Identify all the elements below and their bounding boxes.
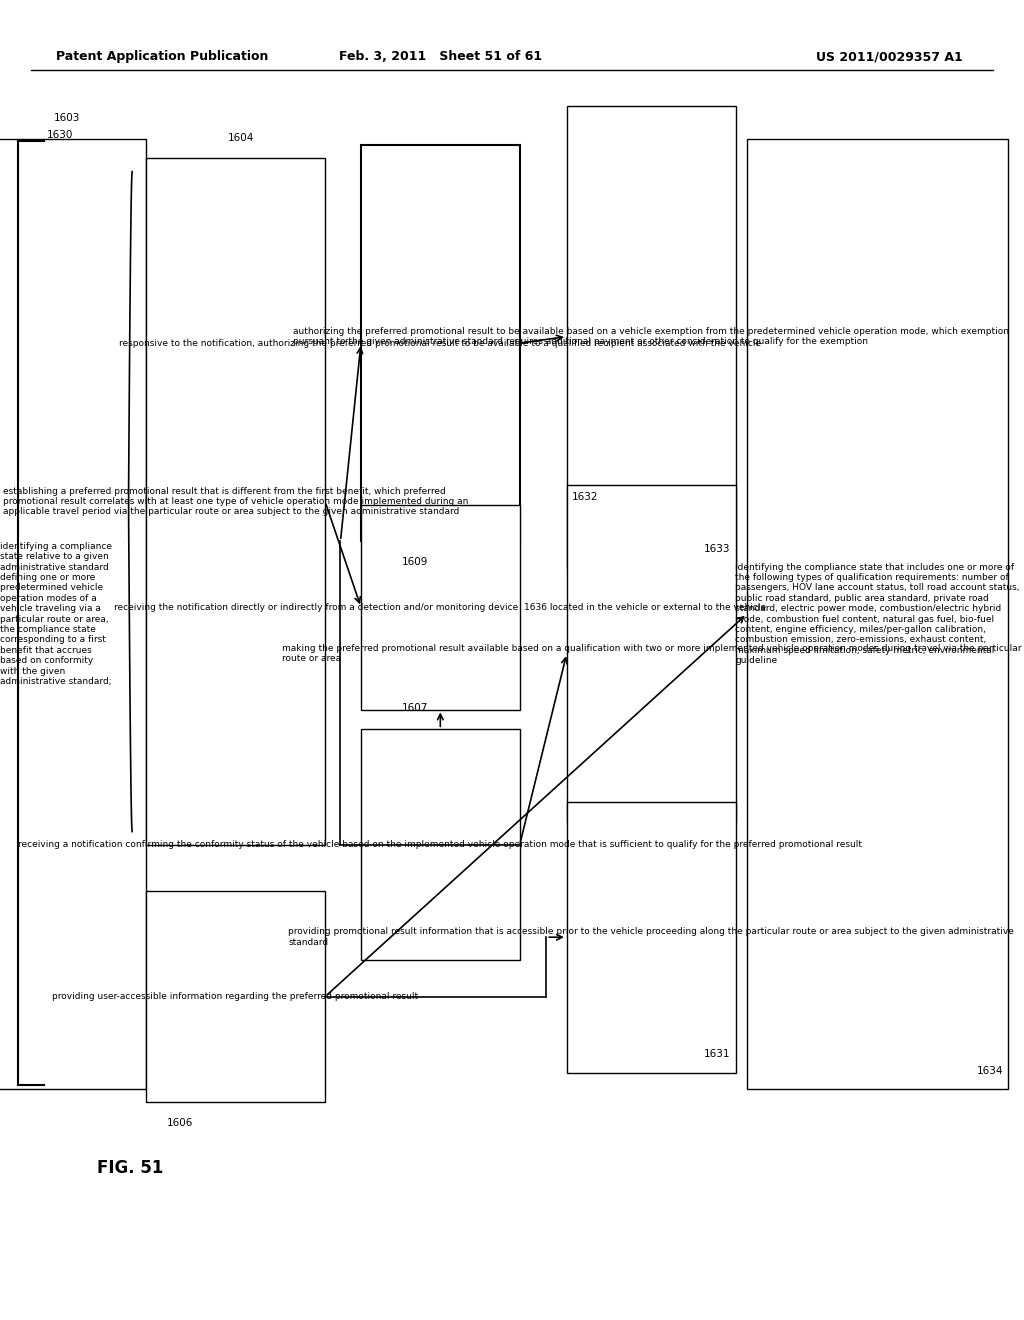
Bar — [360, 729, 519, 961]
Text: FIG. 51: FIG. 51 — [97, 1159, 164, 1177]
Text: 1632: 1632 — [571, 491, 598, 502]
Text: 1634: 1634 — [977, 1065, 1002, 1076]
Text: receiving a notification confirming the conformity status of the vehicle based o: receiving a notification confirming the … — [18, 841, 862, 849]
Bar — [567, 484, 735, 821]
Text: responsive to the notification, authorizing the preferred promotional result to : responsive to the notification, authoriz… — [119, 339, 762, 347]
Text: 1604: 1604 — [228, 132, 254, 143]
Text: 1633: 1633 — [705, 544, 731, 554]
Text: providing promotional result information that is accessible prior to the vehicle: providing promotional result information… — [289, 928, 1014, 946]
Bar — [0, 139, 145, 1089]
Text: providing user-accessible information regarding the preferred promotional result: providing user-accessible information re… — [52, 993, 419, 1001]
Text: 1609: 1609 — [401, 557, 428, 568]
Text: identifying a compliance state relative to a given administrative standard defin: identifying a compliance state relative … — [0, 541, 113, 686]
Bar — [567, 106, 735, 568]
Text: 1607: 1607 — [401, 704, 428, 713]
Text: identifying the compliance state that includes one or more of the following type: identifying the compliance state that in… — [735, 562, 1020, 665]
Bar — [360, 504, 519, 710]
Bar — [146, 158, 326, 845]
Text: making the preferred promotional result available based on a qualification with : making the preferred promotional result … — [282, 644, 1021, 663]
Text: Feb. 3, 2011   Sheet 51 of 61: Feb. 3, 2011 Sheet 51 of 61 — [339, 50, 542, 63]
Bar — [146, 891, 326, 1102]
Text: receiving the notification directly or indirectly from a detection and/or monito: receiving the notification directly or i… — [115, 603, 766, 611]
Text: establishing a preferred promotional result that is different from the first ben: establishing a preferred promotional res… — [3, 487, 468, 516]
Text: US 2011/0029357 A1: US 2011/0029357 A1 — [816, 50, 963, 63]
Text: 1631: 1631 — [705, 1049, 731, 1059]
Bar — [567, 803, 735, 1072]
Text: 1603: 1603 — [54, 112, 80, 123]
Bar — [360, 145, 519, 541]
Text: authorizing the preferred promotional result to be available based on a vehicle : authorizing the preferred promotional re… — [293, 327, 1010, 346]
Bar — [748, 139, 1008, 1089]
Text: Patent Application Publication: Patent Application Publication — [56, 50, 268, 63]
Text: 1630: 1630 — [47, 129, 74, 140]
Text: 1606: 1606 — [166, 1118, 193, 1129]
